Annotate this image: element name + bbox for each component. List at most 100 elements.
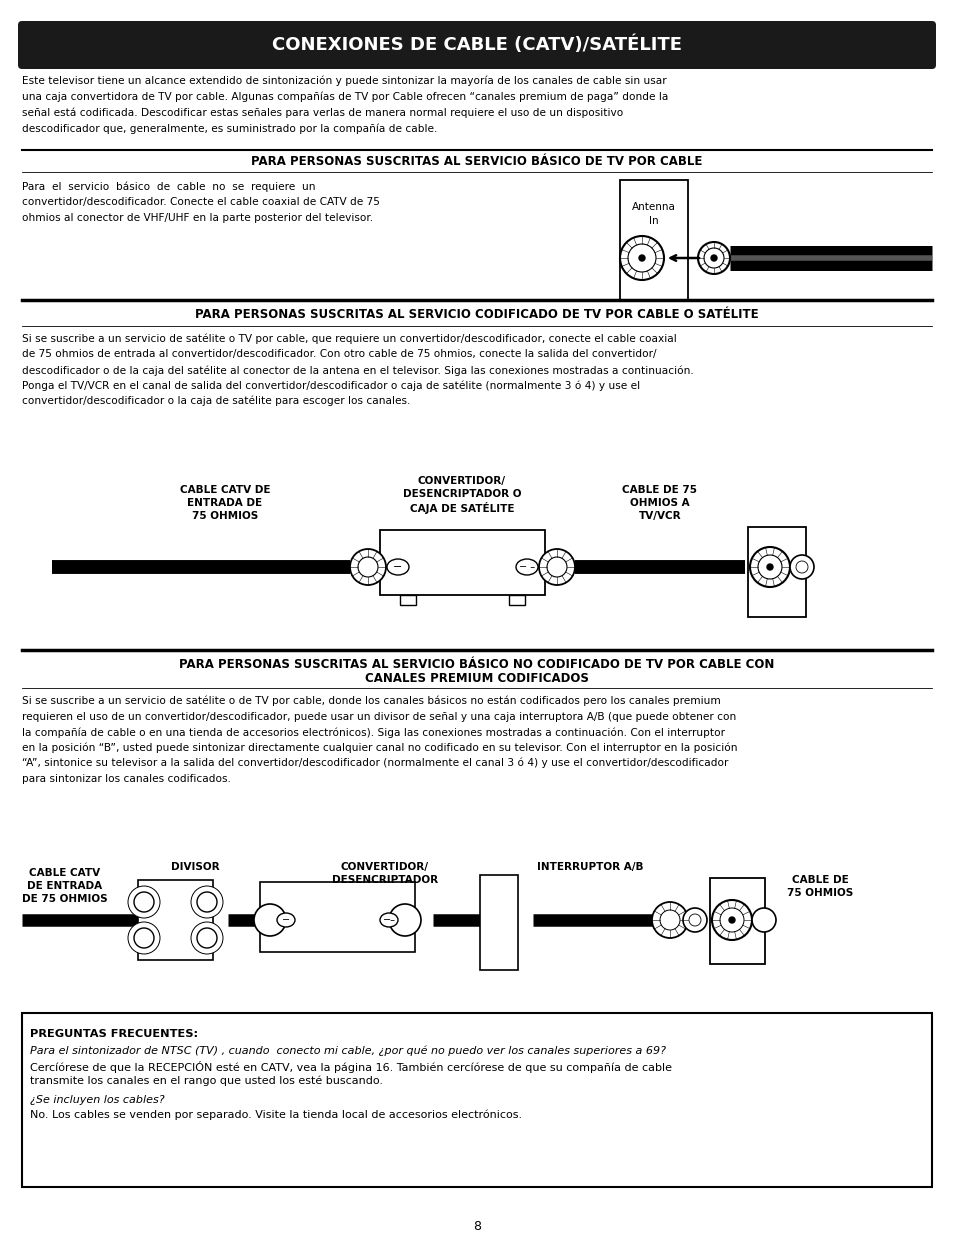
Bar xyxy=(509,595,524,605)
Text: Para el sintonizador de NTSC (TV) , cuando  conecto mi cable, ¿por qué no puedo : Para el sintonizador de NTSC (TV) , cuan… xyxy=(30,1045,665,1056)
Text: Este televisor tiene un alcance extendido de sintonización y puede sintonizar la: Este televisor tiene un alcance extendid… xyxy=(22,75,666,85)
Circle shape xyxy=(133,927,153,948)
Bar xyxy=(399,595,416,605)
Circle shape xyxy=(627,245,656,272)
Text: CABLE DE: CABLE DE xyxy=(791,876,847,885)
Circle shape xyxy=(253,904,286,936)
Text: OHMIOS A: OHMIOS A xyxy=(630,498,689,508)
Ellipse shape xyxy=(516,559,537,576)
Circle shape xyxy=(191,885,223,918)
Text: DIVISOR: DIVISOR xyxy=(171,862,219,872)
Text: CONVERTIDOR/: CONVERTIDOR/ xyxy=(340,862,429,872)
Circle shape xyxy=(682,908,706,932)
Text: DESENCRIPTADOR: DESENCRIPTADOR xyxy=(332,876,437,885)
Circle shape xyxy=(703,248,723,268)
Circle shape xyxy=(758,555,781,579)
Text: convertidor/descodificador. Conecte el cable coaxial de CATV de 75: convertidor/descodificador. Conecte el c… xyxy=(22,198,379,207)
Text: In: In xyxy=(648,216,659,226)
Text: descodificador o de la caja del satélite al conector de la antena en el televiso: descodificador o de la caja del satélite… xyxy=(22,366,693,375)
Text: transmite los canales en el rango que usted los esté buscando.: transmite los canales en el rango que us… xyxy=(30,1076,382,1087)
Text: convertidor/descodificador o la caja de satélite para escoger los canales.: convertidor/descodificador o la caja de … xyxy=(22,396,410,406)
Text: 75 OHMIOS: 75 OHMIOS xyxy=(786,888,852,898)
Text: PREGUNTAS FRECUENTES:: PREGUNTAS FRECUENTES: xyxy=(30,1029,198,1039)
Text: TV/VCR: TV/VCR xyxy=(638,511,680,521)
Circle shape xyxy=(711,900,751,940)
Text: −–: −– xyxy=(382,915,395,925)
Circle shape xyxy=(789,555,813,579)
Circle shape xyxy=(357,557,377,577)
Bar xyxy=(138,881,213,960)
Circle shape xyxy=(196,892,216,911)
Bar xyxy=(747,527,805,618)
Text: ¿Se incluyen los cables?: ¿Se incluyen los cables? xyxy=(30,1095,165,1105)
Text: la compañía de cable o en una tienda de accesorios electrónicos). Siga las conex: la compañía de cable o en una tienda de … xyxy=(22,727,724,737)
Bar xyxy=(379,530,544,595)
Circle shape xyxy=(710,254,717,261)
Circle shape xyxy=(133,892,153,911)
Text: PARA PERSONAS SUSCRITAS AL SERVICIO BÁSICO DE TV POR CABLE: PARA PERSONAS SUSCRITAS AL SERVICIO BÁSI… xyxy=(251,156,702,168)
Text: una caja convertidora de TV por cable. Algunas compañías de TV por Cable ofrecen: una caja convertidora de TV por cable. A… xyxy=(22,91,668,101)
Bar xyxy=(22,1013,931,1187)
Circle shape xyxy=(350,550,386,585)
Ellipse shape xyxy=(387,559,409,576)
Text: Cercíórese de que la RECEPCIÓN esté en CATV, vea la página 16. También cercíóres: Cercíórese de que la RECEPCIÓN esté en C… xyxy=(30,1061,671,1073)
Text: −: − xyxy=(282,915,290,925)
FancyBboxPatch shape xyxy=(18,21,935,69)
Circle shape xyxy=(795,561,807,573)
Text: Si se suscribe a un servicio de satélite o TV por cable, que requiere un convert: Si se suscribe a un servicio de satélite… xyxy=(22,333,676,345)
Text: CABLE DE 75: CABLE DE 75 xyxy=(622,485,697,495)
Text: descodificador que, generalmente, es suministrado por la compañía de cable.: descodificador que, generalmente, es sum… xyxy=(22,124,436,133)
Text: CAJA DE SATÉLITE: CAJA DE SATÉLITE xyxy=(410,501,514,514)
Circle shape xyxy=(128,885,160,918)
Circle shape xyxy=(651,902,687,939)
Text: PARA PERSONAS SUSCRITAS AL SERVICIO BÁSICO NO CODIFICADO DE TV POR CABLE CON: PARA PERSONAS SUSCRITAS AL SERVICIO BÁSI… xyxy=(179,658,774,671)
Circle shape xyxy=(698,242,729,274)
Circle shape xyxy=(639,254,644,261)
Text: DESENCRIPTADOR O: DESENCRIPTADOR O xyxy=(402,489,520,499)
Text: Antenna: Antenna xyxy=(632,203,676,212)
Text: −: − xyxy=(393,562,402,572)
Text: CABLE CATV: CABLE CATV xyxy=(30,868,100,878)
Text: Si se suscribe a un servicio de satélite o de TV por cable, donde los canales bá: Si se suscribe a un servicio de satélite… xyxy=(22,697,720,706)
Text: señal está codificada. Descodificar estas señales para verlas de manera normal r: señal está codificada. Descodificar esta… xyxy=(22,107,622,117)
Text: CABLE CATV DE: CABLE CATV DE xyxy=(179,485,270,495)
Text: PARA PERSONAS SUSCRITAS AL SERVICIO CODIFICADO DE TV POR CABLE O SATÉLITE: PARA PERSONAS SUSCRITAS AL SERVICIO CODI… xyxy=(195,308,758,321)
Text: para sintonizar los canales codificados.: para sintonizar los canales codificados. xyxy=(22,773,231,783)
Text: INTERRUPTOR A/B: INTERRUPTOR A/B xyxy=(537,862,642,872)
Text: − –: − – xyxy=(518,562,535,572)
Ellipse shape xyxy=(276,913,294,927)
Text: “A”, sintonice su televisor a la salida del convertidor/descodificador (normalme: “A”, sintonice su televisor a la salida … xyxy=(22,758,727,768)
Circle shape xyxy=(766,564,772,571)
Circle shape xyxy=(728,918,734,923)
Bar xyxy=(479,876,517,969)
Bar xyxy=(619,180,687,300)
Text: ohmios al conector de VHF/UHF en la parte posterior del televisor.: ohmios al conector de VHF/UHF en la part… xyxy=(22,212,373,224)
Circle shape xyxy=(751,908,775,932)
Text: requieren el uso de un convertidor/descodificador, puede usar un divisor de seña: requieren el uso de un convertidor/desco… xyxy=(22,711,736,721)
Text: de 75 ohmios de entrada al convertidor/descodificador. Con otro cable de 75 ohmi: de 75 ohmios de entrada al convertidor/d… xyxy=(22,350,656,359)
Text: en la posición “B”, usted puede sintonizar directamente cualquier canal no codif: en la posición “B”, usted puede sintoniz… xyxy=(22,742,737,753)
Text: CONVERTIDOR/: CONVERTIDOR/ xyxy=(417,475,505,487)
Text: CANALES PREMIUM CODIFICADOS: CANALES PREMIUM CODIFICADOS xyxy=(365,672,588,685)
Circle shape xyxy=(389,904,420,936)
Circle shape xyxy=(749,547,789,587)
Circle shape xyxy=(128,923,160,953)
Circle shape xyxy=(538,550,575,585)
Circle shape xyxy=(546,557,566,577)
Text: Ponga el TV/VCR en el canal de salida del convertidor/descodificador o caja de s: Ponga el TV/VCR en el canal de salida de… xyxy=(22,380,639,391)
Text: DE ENTRADA: DE ENTRADA xyxy=(28,881,103,890)
Circle shape xyxy=(659,910,679,930)
Circle shape xyxy=(688,914,700,926)
Circle shape xyxy=(619,236,663,280)
Text: 8: 8 xyxy=(473,1220,480,1233)
Circle shape xyxy=(720,908,743,932)
Circle shape xyxy=(196,927,216,948)
Text: No. Los cables se venden por separado. Visite la tienda local de accesorios elec: No. Los cables se venden por separado. V… xyxy=(30,1110,521,1120)
Text: DE 75 OHMIOS: DE 75 OHMIOS xyxy=(22,894,108,904)
Bar xyxy=(709,878,764,965)
Text: Para  el  servicio  básico  de  cable  no  se  requiere  un: Para el servicio básico de cable no se r… xyxy=(22,182,315,193)
Circle shape xyxy=(191,923,223,953)
Text: ENTRADA DE: ENTRADA DE xyxy=(187,498,262,508)
Bar xyxy=(260,882,415,952)
Ellipse shape xyxy=(379,913,397,927)
